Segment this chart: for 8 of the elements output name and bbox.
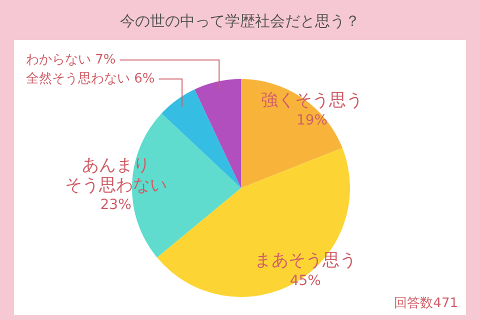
text: 回答数471 xyxy=(394,296,458,311)
slice-label: あんまりそう思わない xyxy=(64,154,167,195)
slice-label: わからない 7% xyxy=(26,52,116,68)
data-label: 23% xyxy=(100,197,132,214)
slice-label: 全然そう思わない 6% xyxy=(26,72,155,87)
slice-label: まあそう思う xyxy=(254,250,356,271)
data-label: 19% xyxy=(296,112,328,129)
chart-title: 今の世の中って学歴社会だと思う？ xyxy=(120,12,360,30)
